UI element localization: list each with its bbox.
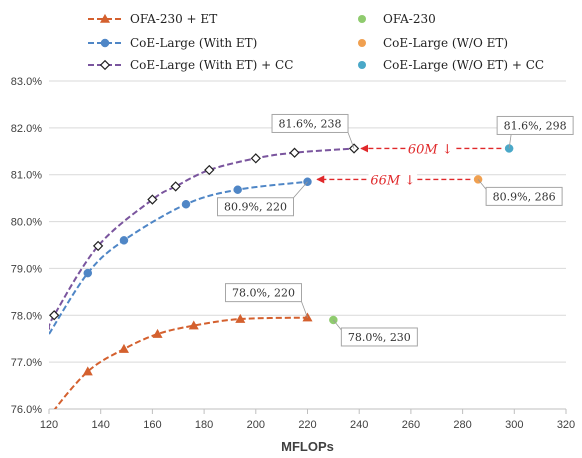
data-point-ofa-230-et (188, 320, 199, 330)
legend-marker-coe-large-with-et (100, 38, 110, 48)
legend: OFA-230 + ET CoE-Large (With ET) CoE-Large… (88, 12, 544, 72)
data-point-coe-large-with-et-cc (250, 153, 261, 164)
data-point-coe-large-with-et (119, 236, 129, 245)
callout-label: 80.9%, 220 (224, 201, 287, 214)
data-point-coe-large-with-et-cc (204, 164, 215, 176)
callout-box (485, 186, 563, 206)
x-axis-label: MFLOPs (281, 439, 334, 454)
x-tick-label: 240 (350, 419, 368, 431)
y-tick-label: 77.0% (11, 357, 42, 369)
x-tick-label: 300 (505, 419, 523, 431)
data-point-ofa-230-et (152, 328, 163, 338)
callout-label: 78.0%, 220 (232, 287, 295, 300)
axes: 76.0% 77.0% 78.0% 79.0% 80.0% 81.0% 82.0% 83.0%… (11, 76, 575, 431)
y-tick-label: 76.0% (11, 404, 42, 416)
callout-box (496, 115, 574, 135)
callout-leader (477, 179, 487, 190)
data-point-coe-large-with-et (83, 268, 93, 278)
data-point-ofa-230-et (235, 313, 246, 323)
callout-box (271, 113, 349, 133)
series-line-coe-large-with-et-cc (49, 147, 355, 330)
legend-label: CoE-Large (W/O ET) (383, 36, 508, 50)
y-tick-label: 79.0% (11, 263, 42, 275)
x-tick-label: 220 (298, 419, 316, 431)
savings-label-background (368, 170, 418, 188)
legend-marker-coe-large-with-et-cc (99, 59, 111, 71)
callout-leader (293, 181, 308, 199)
y-tick-label: 80.0% (11, 217, 42, 229)
legend-label: CoE-Large (W/O ET) + CC (383, 58, 544, 72)
savings-label: 66M ↓ (370, 173, 415, 188)
data-point-coe-large-with-et-cc (289, 147, 300, 158)
x-tick-label: 120 (40, 419, 58, 431)
x-tick-label: 180 (195, 419, 213, 431)
callout-label: 81.6%, 238 (279, 117, 342, 130)
legend-marker-ofa-230-et (99, 13, 111, 23)
callout-label: 78.0%, 230 (348, 331, 411, 344)
savings-label: 60M ↓ (408, 142, 453, 157)
data-point-coe-large-with-et (233, 185, 242, 194)
data-point-coe-large-with-et-cc (170, 181, 181, 192)
legend-label: CoE-Large (With ET) + CC (130, 58, 293, 72)
legend-marker-coe-large-w-o-et-cc (358, 61, 366, 69)
data-point-ofa-230-et (82, 366, 93, 376)
data-point-coe-large-with-et-cc (92, 240, 104, 252)
legend-marker-ofa-230 (358, 15, 366, 23)
x-tick-label: 140 (92, 419, 110, 431)
x-tick-label: 280 (453, 419, 471, 431)
x-tick-label: 260 (402, 419, 420, 431)
x-tick-label: 320 (557, 419, 575, 431)
y-tick-label: 82.0% (11, 123, 42, 135)
y-tick-label: 81.0% (11, 170, 42, 182)
data-callouts: 81.6%, 238 81.6%, 298 80.9%, 220 80.9%, 286… (217, 113, 574, 347)
x-tick-label: 200 (247, 419, 265, 431)
data-point-coe-large-with-et-cc (147, 194, 158, 205)
callout-leader (347, 132, 355, 149)
savings-arrows: 60M ↓ 66M ↓ (316, 139, 502, 188)
data-point-ofa-230-et (118, 343, 129, 353)
series-line-group-coe-large-with-et-cc (49, 147, 355, 330)
callout-leader (508, 134, 512, 149)
callout-box (340, 327, 418, 347)
callout-leader (301, 301, 308, 318)
legend-label: OFA-230 + ET (130, 12, 217, 26)
data-point-coe-large-with-et (181, 199, 191, 209)
series-line-group-coe-large-with-et (49, 180, 308, 335)
callout-box (225, 283, 302, 303)
y-tick-label: 83.0% (11, 76, 42, 88)
legend-label: OFA-230 (383, 12, 436, 26)
series-line-coe-large-with-et (49, 180, 308, 335)
legend-marker-coe-large-w-o-et (358, 39, 366, 47)
legend-label: CoE-Large (With ET) (130, 36, 257, 50)
data-point-coe-large-with-et-cc (49, 310, 60, 321)
callout-label: 81.6%, 298 (504, 119, 567, 132)
callout-box (217, 197, 294, 217)
series-lines (49, 147, 355, 409)
savings-label-background (406, 139, 455, 157)
x-tick-label: 160 (143, 419, 161, 431)
callout-leader (333, 319, 342, 331)
callout-label: 80.9%, 286 (493, 190, 556, 203)
y-tick-label: 78.0% (11, 310, 42, 322)
